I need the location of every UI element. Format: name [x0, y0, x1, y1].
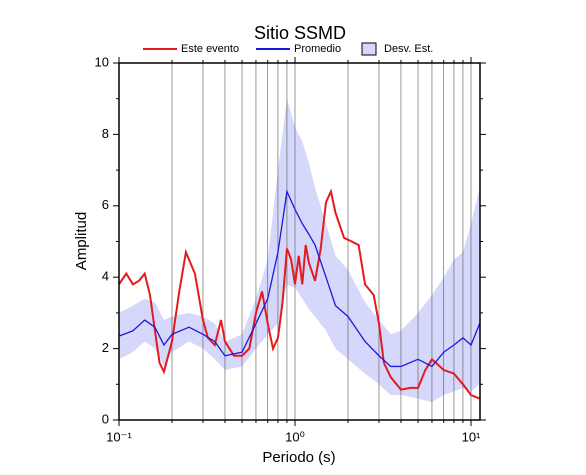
y-tick-label: 8: [102, 126, 109, 141]
x-tick-label: 10⁰: [285, 429, 305, 444]
line-series: [118, 189, 481, 368]
y-axis-label: Amplitud: [73, 212, 90, 270]
y-tick-label: 6: [102, 197, 109, 212]
y-tick-label: 2: [102, 340, 109, 355]
x-axis-label: Periodo (s): [262, 449, 335, 466]
line-series: [118, 188, 481, 400]
legend-text: Promedio: [294, 43, 341, 55]
y-tick-label: 4: [102, 269, 109, 284]
legend-swatch: [361, 42, 377, 56]
x-tick-label: 10⁻¹: [106, 429, 132, 444]
y-tick-label: 0: [102, 411, 109, 426]
y-tick-label: 10: [95, 54, 109, 69]
legend-text: Desv. Est.: [384, 43, 433, 55]
x-tick-label: 10¹: [462, 429, 481, 444]
chart-title: Sitio SSMD: [254, 23, 346, 43]
std-band: [119, 98, 480, 403]
legend-text: Este evento: [181, 43, 239, 55]
